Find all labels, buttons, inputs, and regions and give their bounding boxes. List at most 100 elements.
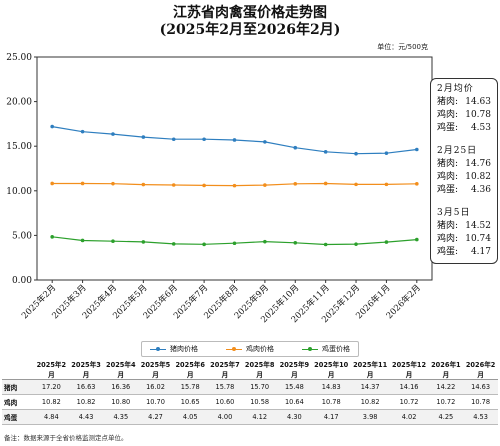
summary-label-pork: 猪肉:: [437, 221, 459, 231]
summary-label-egg: 鸡蛋:: [437, 185, 459, 195]
table-cell: 10.80: [103, 394, 139, 410]
table-cell: 4.53: [463, 409, 498, 425]
data-point: [111, 181, 115, 186]
data-point: [293, 145, 298, 150]
data-point: [50, 235, 54, 239]
summary-box-header: 2月均价: [437, 84, 474, 94]
table-cell: 10.78: [463, 394, 498, 410]
summary-value-egg: 4.36: [470, 185, 491, 195]
summary-label-pork: 猪肉:: [437, 97, 459, 107]
data-point: [384, 151, 389, 155]
table-cell: 10.82: [350, 394, 390, 410]
plot-frame: [36, 56, 433, 281]
table-cell: 14.16: [389, 379, 429, 395]
data-point: [323, 181, 328, 186]
summary-label-chicken: 鸡肉:: [437, 172, 459, 182]
data-point: [293, 241, 298, 245]
y-tick-label: 10.00: [6, 187, 32, 197]
data-point: [80, 238, 85, 243]
unit-label: 单位：元/500克: [377, 43, 428, 51]
table-cell: 4.00: [207, 409, 243, 425]
data-point: [80, 129, 85, 134]
table-cell: 4.84: [34, 409, 69, 425]
data-point: [232, 183, 237, 188]
data-point: [111, 239, 115, 243]
table-cell: 15.78: [207, 379, 243, 395]
table-cell: 4.02: [389, 409, 429, 425]
y-tick-label: 5.00: [12, 231, 32, 241]
legend-item-pork: 猪肉价格: [150, 344, 198, 354]
data-point: [111, 132, 115, 136]
table-header-cell: 2026年2月: [463, 359, 498, 380]
table-cell: 4.12: [242, 409, 278, 425]
data-point: [263, 183, 267, 187]
legend-label-chicken: 鸡肉价格: [246, 345, 274, 353]
data-point: [80, 181, 85, 186]
table-header-cell: 2025年7月: [207, 359, 243, 380]
table-cell: 10.82: [68, 394, 104, 410]
legend-label-egg: 鸡蛋价格: [322, 345, 350, 353]
data-point: [202, 183, 206, 188]
table-cell: 14.22: [428, 379, 464, 395]
data-point: [171, 242, 176, 246]
data-point: [354, 242, 358, 246]
table-cell: 10.65: [172, 394, 208, 410]
table-cell: 14.83: [311, 379, 351, 395]
table-cell: 14.63: [463, 379, 498, 395]
table-cell: 3.98: [350, 409, 390, 425]
data-point: [415, 182, 419, 186]
legend-swatch-chicken: [226, 346, 242, 352]
data-point: [171, 183, 176, 187]
legend-item-chicken: 鸡肉价格: [226, 344, 274, 354]
table-cell: 10.58: [242, 394, 278, 410]
table-cell: 16.63: [68, 379, 104, 395]
table-cell: 10.60: [207, 394, 243, 410]
summary-label-chicken: 鸡肉:: [437, 234, 459, 244]
table-header-cell: 2025年12月: [389, 359, 429, 380]
legend-item-egg: 鸡蛋价格: [302, 344, 350, 354]
table-cell: 10.70: [138, 394, 173, 410]
data-point: [202, 137, 206, 142]
table-row: 鸡肉 10.82 10.82 10.80 10.70 10.65 10.60 1…: [2, 394, 498, 410]
summary-value-pork: 14.76: [465, 159, 491, 169]
legend-label-pork: 猪肉价格: [170, 345, 198, 353]
data-point: [263, 239, 267, 244]
table-cell: 15.70: [242, 379, 278, 395]
y-tick-label: 15.00: [6, 142, 32, 152]
data-table: 2025年2月 2025年3月 2025年4月 2025年5月 2025年6月 …: [2, 359, 498, 425]
data-point: [50, 181, 54, 186]
summary-label-egg: 鸡蛋:: [437, 123, 459, 133]
table-cell: 16.36: [103, 379, 139, 395]
table-cell: 4.17: [311, 409, 351, 425]
data-point: [141, 240, 146, 244]
data-point: [293, 182, 298, 186]
data-point: [323, 150, 328, 154]
chart-subtitle: (2025年2月至2026年2月): [159, 22, 341, 38]
y-tick-label: 20.00: [6, 98, 32, 108]
data-point: [232, 138, 237, 142]
table-header-cell: 2026年1月: [428, 359, 464, 380]
data-point: [50, 124, 54, 129]
data-point: [415, 237, 419, 242]
summary-label-egg: 鸡蛋:: [437, 247, 459, 257]
table-cell: 4.30: [277, 409, 312, 425]
table-cell: 15.78: [172, 379, 208, 395]
summary-value-pork: 14.52: [465, 221, 491, 231]
table-header-cell: 2025年3月: [68, 359, 104, 380]
table-cell: 10.72: [389, 394, 429, 410]
table-cell: 10.82: [34, 394, 69, 410]
data-point: [202, 242, 206, 247]
table-cell: 4.27: [138, 409, 173, 425]
summary-box-header: 2月25日: [437, 146, 478, 156]
table-header-cell: 2025年9月: [277, 359, 312, 380]
data-point: [384, 182, 389, 187]
chart-title: 江苏省肉禽蛋价格走势图: [173, 5, 327, 21]
table-header-cell: 2025年11月: [350, 359, 390, 380]
table-cell: 14.37: [350, 379, 390, 395]
table-row-label: 鸡肉: [2, 394, 34, 410]
table-row: 鸡蛋 4.84 4.43 4.35 4.27 4.05 4.00 4.12 4.…: [2, 409, 498, 425]
summary-label-pork: 猪肉:: [437, 159, 459, 169]
data-point: [171, 137, 176, 142]
table-header-cell: 2025年2月: [34, 359, 69, 380]
table-header-cell: 2025年6月: [172, 359, 208, 380]
